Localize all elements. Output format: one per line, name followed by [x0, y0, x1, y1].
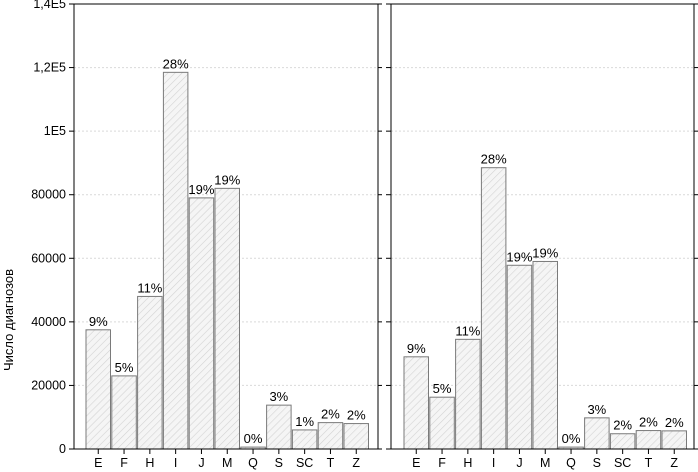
left-x-tick-label-z: Z — [352, 456, 360, 470]
right-bar-j — [506, 264, 533, 450]
right-x-tick-label-z: Z — [670, 456, 678, 470]
left-x-tick-label-i: I — [174, 456, 177, 470]
chart-panel-left: 0 20000 40000 60000 80000 1E5 1,2E5 1,4E5 9% E 5% F… — [31, 0, 382, 470]
left-data-label-e: 9% — [89, 314, 108, 329]
y-axis-label: Число диагнозов — [1, 269, 16, 371]
left-x-tick-label-h: H — [145, 456, 154, 470]
left-y-tick-label: 80000 — [31, 188, 66, 202]
left-bar-z — [343, 423, 369, 450]
right-data-label-e: 9% — [407, 341, 426, 356]
right-data-label-i: 28% — [481, 152, 507, 167]
left-x-tick-label-s: S — [275, 456, 283, 470]
right-plot-frame — [390, 3, 695, 450]
left-data-label-m: 19% — [214, 172, 240, 187]
left-data-label-i: 28% — [163, 56, 189, 71]
left-bar-h — [137, 295, 163, 450]
right-x-tick-label-f: F — [438, 456, 446, 470]
right-bar-z — [661, 430, 687, 450]
right-data-label-t: 2% — [639, 415, 658, 430]
right-x-tick-label-i: I — [492, 456, 495, 470]
left-y-tick-label: 0 — [59, 442, 66, 456]
left-x-tick-label-t: T — [327, 456, 335, 470]
left-x-tick-label-q: Q — [248, 456, 258, 470]
left-y-tick-label: 40000 — [31, 315, 66, 329]
left-x-tick-label-sc: SC — [296, 456, 313, 470]
right-bar-i — [480, 167, 507, 450]
right-data-label-s: 3% — [587, 402, 606, 417]
left-bar-sc — [291, 429, 318, 450]
left-data-label-t: 2% — [321, 407, 340, 422]
left-data-label-sc: 1% — [295, 414, 314, 429]
left-x-tick-label-m: M — [222, 456, 232, 470]
chart-panel-right: 9% E 5% F 11% H 28% I 19% J 19% M 0% Q 3% S 2% SC 2% T 2% Z — [386, 3, 698, 470]
left-data-label-j: 19% — [188, 182, 214, 197]
left-y-tick-label: 60000 — [31, 251, 66, 265]
right-x-tick-label-j: J — [516, 456, 522, 470]
left-bar-m — [214, 187, 240, 450]
right-x-tick-label-m: M — [540, 456, 550, 470]
right-data-label-f: 5% — [433, 381, 452, 396]
right-bar-s — [584, 417, 610, 450]
right-data-label-j: 19% — [506, 249, 532, 264]
left-y-tick-label: 1,4E5 — [33, 0, 66, 11]
left-x-tick-label-e: E — [94, 456, 102, 470]
left-data-label-h: 11% — [137, 280, 162, 295]
left-data-label-f: 5% — [115, 360, 134, 375]
right-x-tick-label-h: H — [463, 456, 472, 470]
left-bar-j — [188, 197, 215, 450]
right-bar-sc — [609, 433, 636, 450]
right-x-tick-label-e: E — [412, 456, 420, 470]
left-y-tick-label: 1,2E5 — [33, 61, 66, 75]
right-bar-h — [455, 338, 481, 450]
left-bar-t — [317, 422, 344, 450]
left-x-tick-label-f: F — [120, 456, 128, 470]
right-data-label-q: 0% — [562, 431, 581, 446]
left-y-tick-label: 20000 — [31, 378, 66, 392]
right-x-tick-label-sc: SC — [614, 456, 631, 470]
left-x-tick-label-j: J — [198, 456, 204, 470]
left-bar-i — [162, 71, 189, 450]
right-bar-m — [532, 260, 558, 450]
right-data-label-sc: 2% — [613, 418, 632, 433]
left-bar-f — [111, 375, 137, 450]
right-data-label-h: 11% — [455, 323, 480, 338]
right-bar-e — [403, 356, 429, 450]
right-x-tick-label-q: Q — [566, 456, 576, 470]
right-bar-t — [635, 430, 662, 450]
right-data-label-m: 19% — [532, 245, 558, 260]
left-data-label-q: 0% — [244, 431, 263, 446]
left-plot-frame — [73, 3, 379, 450]
left-bar-s — [266, 404, 292, 450]
left-data-label-s: 3% — [269, 389, 288, 404]
left-data-label-z: 2% — [347, 408, 366, 423]
right-x-tick-label-t: T — [645, 456, 653, 470]
right-x-tick-label-s: S — [593, 456, 601, 470]
left-bar-e — [85, 329, 111, 450]
right-bar-f — [429, 396, 455, 450]
right-data-label-z: 2% — [665, 415, 684, 430]
left-y-tick-label: 1E5 — [44, 124, 66, 138]
